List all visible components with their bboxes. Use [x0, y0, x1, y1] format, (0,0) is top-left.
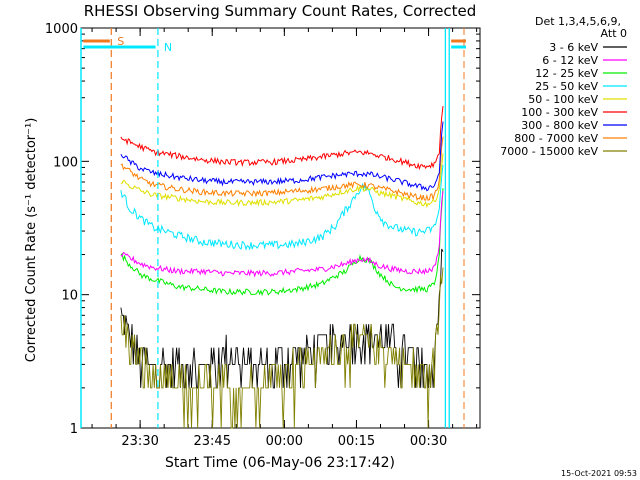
x-axis-ticks: 23:30 23:45 00:00 00:15 00:30 — [91, 28, 478, 449]
legend-label: 100 - 300 keV — [521, 106, 598, 119]
y-tick-label: 100 — [53, 155, 78, 170]
legend-label: 7000 - 15000 keV — [500, 145, 598, 158]
legend-label: 800 - 7000 keV — [514, 132, 598, 145]
series-line-3-6-kev — [120, 248, 444, 389]
series-group — [120, 106, 444, 429]
marker-label-N: N — [164, 41, 172, 54]
x-tick-label: 00:00 — [266, 434, 303, 449]
legend-label: 3 - 6 keV — [549, 41, 598, 54]
y-axis-ticks: 1 10 100 1000 — [45, 22, 480, 437]
y-tick-label: 1 — [70, 422, 78, 437]
series-line-25-50-kev — [120, 164, 444, 251]
series-line-6-12-kev — [120, 191, 444, 278]
y-tick-label: 1000 — [45, 22, 78, 37]
series-line-50-100-kev — [120, 153, 444, 209]
chart-title: RHESSI Observing Summary Count Rates, Co… — [84, 2, 477, 20]
series-line-800-7000-kev — [120, 136, 444, 201]
series-line-300-800-kev — [120, 121, 444, 192]
legend-header: Det 1,3,4,5,6,9,Att 0 — [535, 15, 627, 40]
x-tick-label: 00:15 — [338, 434, 375, 449]
x-tick-label: 00:30 — [410, 434, 447, 449]
series-line-12-25-kev — [120, 188, 444, 297]
y-tick-label: 10 — [61, 289, 78, 304]
legend-label: 50 - 100 keV — [528, 93, 598, 106]
legend-label: 300 - 800 keV — [521, 119, 598, 132]
footer-timestamp: 15-Oct-2021 09:53 — [561, 469, 637, 478]
x-axis-label: Start Time (06-May-06 23:17:42) — [165, 455, 395, 471]
x-tick-label: 23:45 — [194, 434, 231, 449]
legend-label: 12 - 25 keV — [535, 67, 598, 80]
legend-label: 25 - 50 keV — [535, 80, 598, 93]
y-axis-label: Corrected Count Rate (s⁻¹ detector⁻¹) — [24, 118, 39, 363]
legend-header-line: Det 1,3,4,5,6,9, — [535, 15, 621, 28]
series-line-7000-15000-kev — [120, 267, 444, 429]
legend-header-line: Att 0 — [601, 27, 627, 40]
x-tick-label: 23:30 — [121, 434, 158, 449]
legend-label: 6 - 12 keV — [542, 54, 598, 67]
series-line-100-300-kev — [120, 106, 444, 171]
marker-label-S: S — [117, 35, 124, 48]
